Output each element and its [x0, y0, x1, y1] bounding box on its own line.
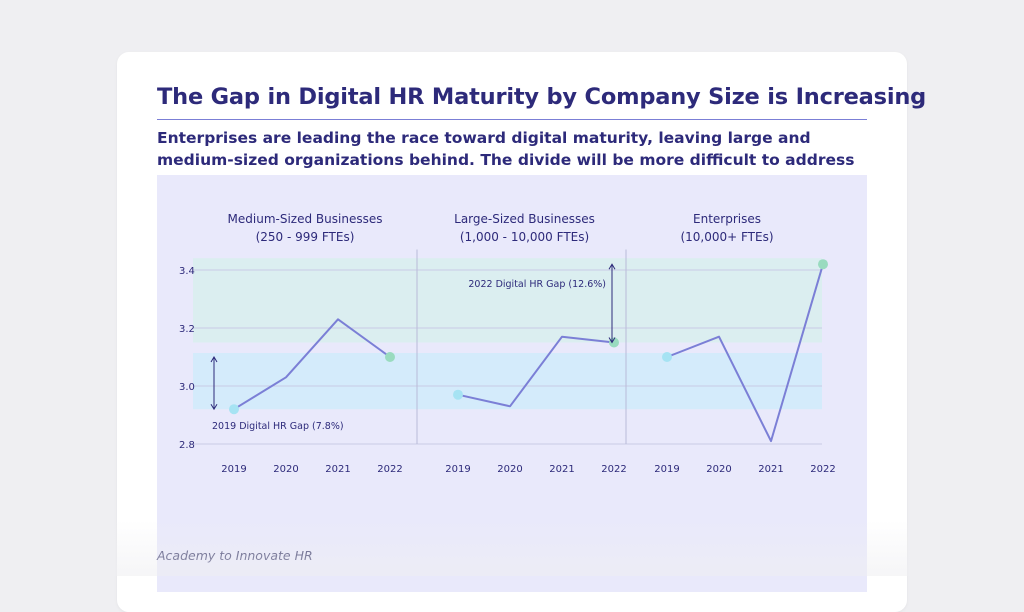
data-point-2019 [453, 389, 463, 400]
panel-title-line2: (10,000+ FTEs) [680, 230, 773, 244]
panel-title-line2: (1,000 - 10,000 FTEs) [460, 230, 589, 244]
data-point-2022 [818, 259, 828, 270]
panel-title-line1: Large-Sized Businesses [454, 212, 595, 226]
gap-2019-arrow-head-bottom [210, 403, 218, 411]
panel-title-line1: Enterprises [693, 212, 761, 226]
x-tick-label: 2019 [221, 464, 246, 475]
y-tick-label: 3.2 [179, 324, 195, 335]
x-tick-label: 2020 [497, 464, 522, 475]
x-tick-label: 2020 [706, 464, 731, 475]
series-line [457, 335, 615, 408]
series-line [233, 318, 391, 411]
gap-2019-arrow-head-top [210, 356, 218, 363]
band-2019 [193, 353, 822, 410]
chart-area: 3.4 3.2 3.0 2.8 Medium-Sized Businesses (250 … [157, 175, 867, 592]
x-tick-label: 2019 [654, 464, 679, 475]
x-tick-label: 2020 [273, 464, 298, 475]
band-2022 [193, 258, 822, 343]
x-tick-label: 2022 [377, 464, 402, 475]
series-line [666, 263, 824, 443]
data-point-2019 [229, 404, 239, 415]
data-point-2022 [385, 352, 395, 362]
gap-2022-label: 2022 Digital HR Gap (12.6%) [468, 279, 606, 290]
chart-title: The Gap in Digital HR Maturity by Compan… [157, 84, 927, 110]
gap-2019-label: 2019 Digital HR Gap (7.8%) [212, 421, 344, 432]
x-tick-label: 2019 [445, 464, 470, 475]
x-tick-label: 2022 [601, 464, 626, 475]
line-chart: 3.4 3.2 3.0 2.8 Medium-Sized Businesses (250 … [157, 175, 867, 592]
y-tick-label: 3.0 [179, 382, 195, 393]
data-point-2019 [662, 352, 672, 362]
x-tick-label: 2022 [810, 464, 835, 475]
gap-2022-arrow-head-bottom [608, 337, 616, 344]
gap-2022-arrow-head-top [608, 263, 616, 270]
panel-title-line2: (250 - 999 FTEs) [256, 230, 355, 244]
x-tick-label: 2021 [325, 464, 350, 475]
title-divider [157, 119, 867, 120]
panel-title-line1: Medium-Sized Businesses [228, 212, 383, 226]
source-label: Academy to Innovate HR [157, 548, 313, 563]
y-tick-label: 2.8 [179, 440, 195, 451]
x-tick-label: 2021 [549, 464, 574, 475]
chart-card: The Gap in Digital HR Maturity by Compan… [117, 52, 927, 612]
y-tick-label: 3.4 [179, 266, 195, 277]
x-tick-label: 2021 [758, 464, 783, 475]
